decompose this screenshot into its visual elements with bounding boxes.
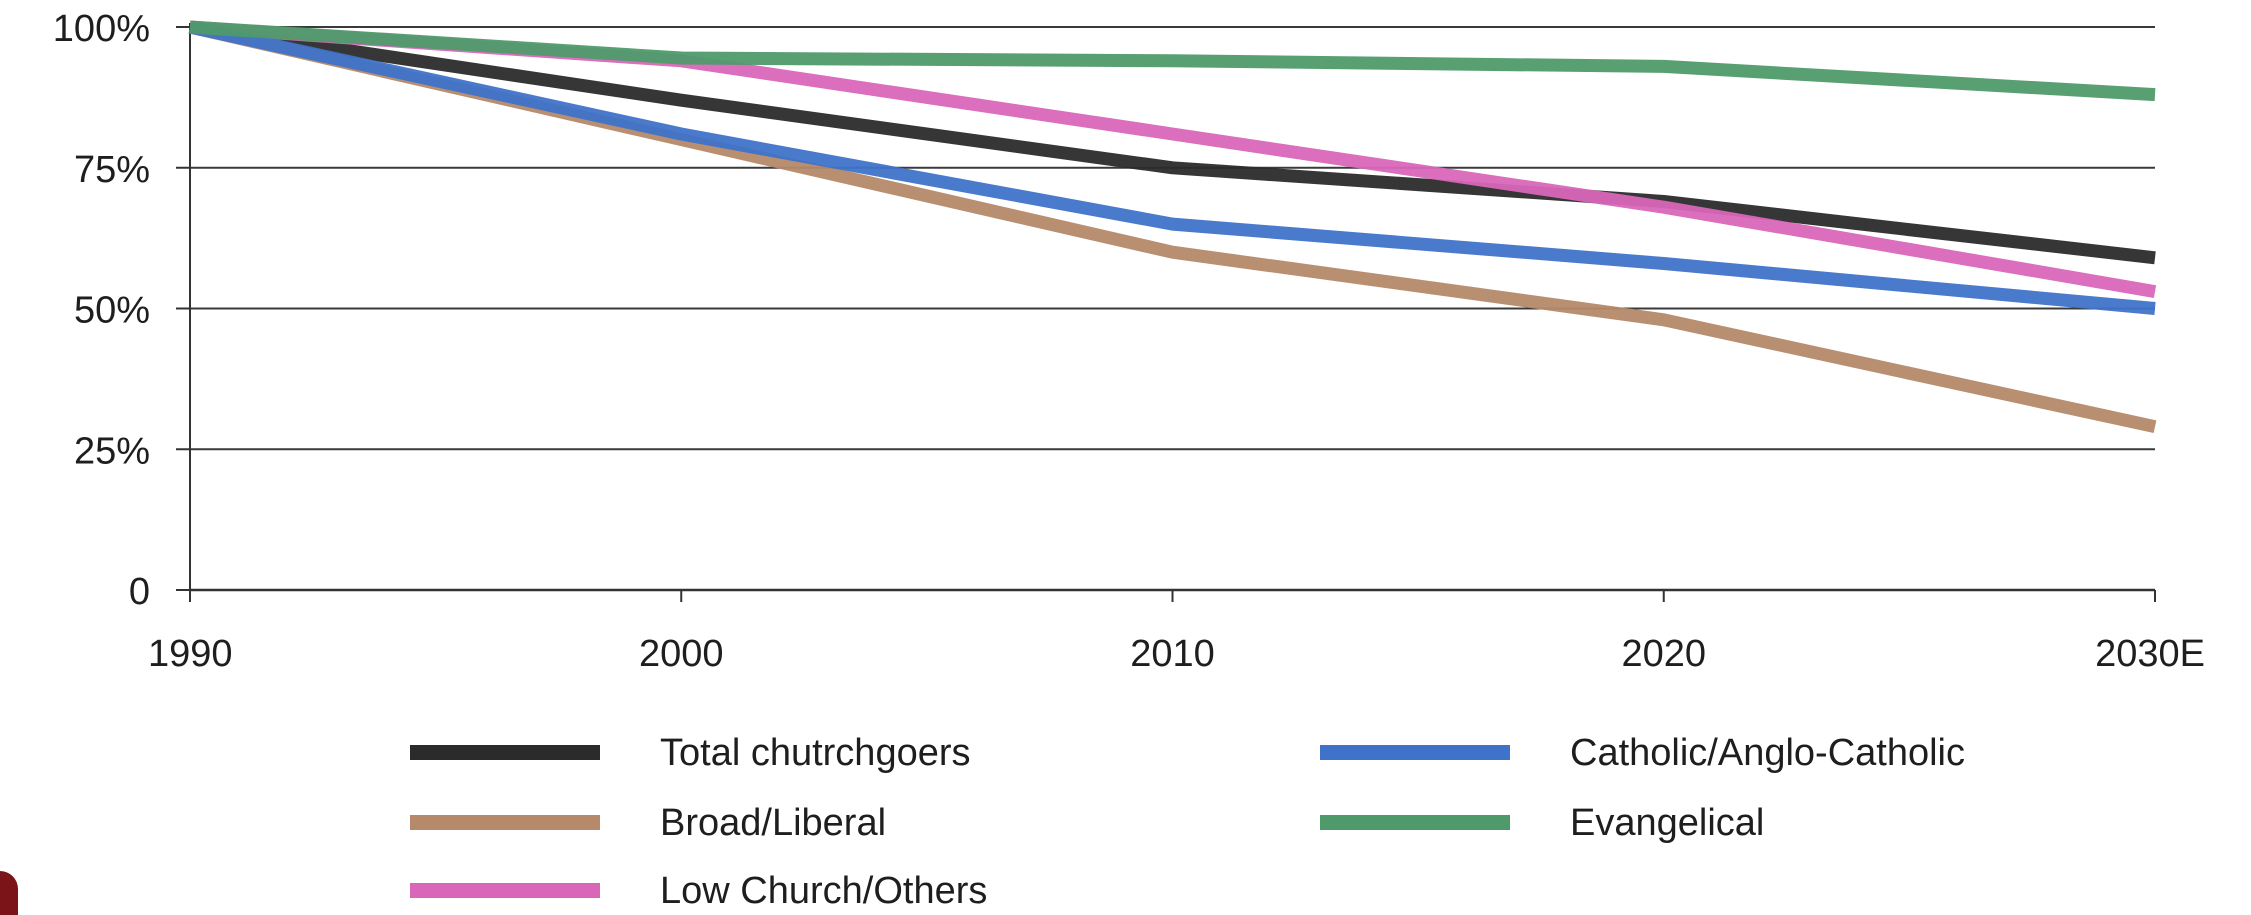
y-tick-label: 25% [74,430,150,472]
x-tick-label: 2010 [1130,633,1215,675]
legend-label: Catholic/Anglo-Catholic [1570,732,1965,774]
series-evangelical [189,20,2156,102]
legend: Total chutrchgoers Broad/Liberal Low Churc… [410,732,1965,912]
y-tick-label: 75% [74,149,150,191]
legend-swatch [410,745,600,760]
y-tick-label: 0 [129,571,150,613]
legend-swatch [410,883,600,898]
x-tick-label: 2030E [2095,633,2205,675]
legend-label: Low Church/Others [660,870,987,912]
legend-label: Total chutrchgoers [660,732,971,774]
y-tick-label: 100% [53,8,150,50]
legend-label: Evangelical [1570,802,1764,844]
corner-decoration [0,871,18,915]
legend-item: Total chutrchgoers [410,732,971,774]
legend-item: Catholic/Anglo-Catholic [1320,732,1965,774]
x-tick-label: 1990 [148,633,233,675]
legend-item: Evangelical [1320,802,1764,844]
legend-swatch [1320,745,1510,760]
y-tick-label: 50% [74,290,150,332]
legend-item: Broad/Liberal [410,802,886,844]
legend-swatch [410,815,600,830]
legend-swatch [1320,815,1510,830]
series-lines [188,20,2157,434]
legend-label: Broad/Liberal [660,802,886,844]
x-tick-label: 2020 [1621,633,1706,675]
axes: 0 25% 50% 75% 100% 1990 2000 2010 2020 2030E [53,8,2205,675]
x-tick-label: 2000 [639,633,724,675]
legend-item: Low Church/Others [410,870,987,912]
